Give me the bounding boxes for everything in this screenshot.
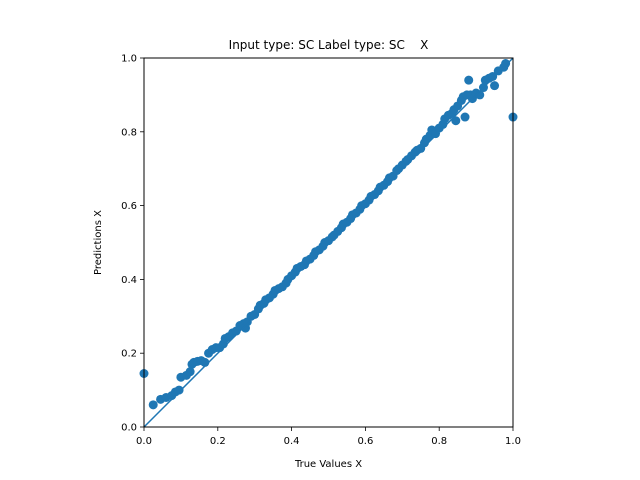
x-tick-label: 0.0 (136, 436, 152, 447)
reference-line (143, 57, 514, 428)
data-point (148, 400, 158, 410)
chart-title: Input type: SC Label type: SC X (229, 38, 429, 52)
y-tick-label: 0.4 (121, 275, 137, 286)
x-axis-ticks: 0.0 0.2 0.4 0.6 0.8 1.0 (136, 427, 521, 447)
x-tick-label: 0.6 (357, 436, 373, 447)
y-axis-label: Predictions X (93, 210, 104, 275)
data-point (490, 81, 500, 91)
data-point (185, 367, 195, 377)
plot-frame (143, 57, 514, 428)
x-tick-label: 1.0 (505, 436, 521, 447)
y-axis-ticks: 0.0 0.2 0.4 0.6 0.8 1.0 (121, 54, 144, 434)
data-point (464, 75, 474, 85)
x-tick-label: 0.4 (284, 436, 300, 447)
y-tick-label: 0.0 (121, 423, 137, 434)
data-point (174, 385, 184, 395)
data-point (501, 59, 511, 69)
y-tick-label: 0.8 (121, 127, 137, 138)
x-tick-label: 0.8 (431, 436, 447, 447)
data-point (460, 112, 470, 122)
x-tick-label: 0.2 (210, 436, 226, 447)
y-tick-label: 0.2 (121, 349, 137, 360)
data-points (139, 59, 518, 410)
y-tick-label: 0.6 (121, 201, 137, 212)
y-tick-label: 1.0 (121, 54, 137, 65)
data-point (488, 71, 498, 81)
x-axis-label: True Values X (294, 459, 362, 470)
